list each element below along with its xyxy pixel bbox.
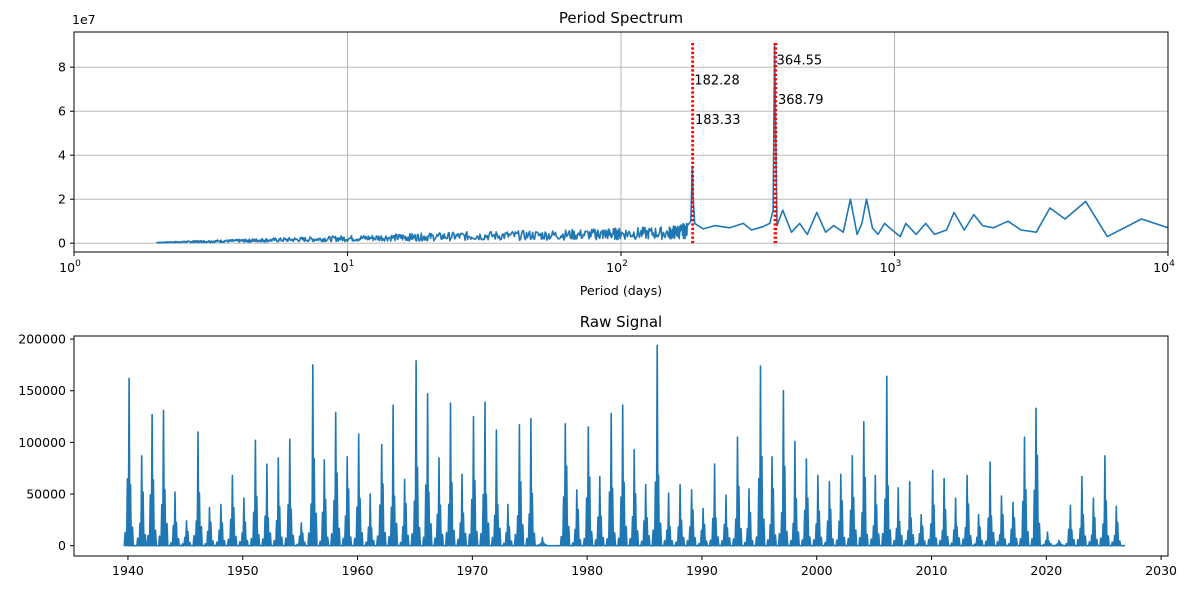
- y-tick-label: 200000: [18, 332, 66, 347]
- spectrum-line: [156, 44, 1169, 244]
- x-tick-label: 1970: [456, 563, 488, 578]
- y-tick-label: 4: [58, 148, 66, 163]
- x-tick-exponent: 0: [75, 259, 81, 269]
- x-tick-base: 10: [606, 260, 622, 275]
- x-tick-label: 100: [59, 259, 81, 275]
- y-tick-label: 50000: [26, 487, 66, 502]
- peak-annotation: 368.79: [778, 93, 824, 108]
- y-tick-label: 0: [58, 538, 66, 553]
- peak-annotation: 364.55: [777, 54, 823, 69]
- chart-title: Raw Signal: [580, 313, 662, 331]
- raw-signal-panel: 1940 1950 1960 1970 1980 1990 2000 2010 2020 2030…: [18, 313, 1177, 578]
- x-tick-label: 101: [333, 259, 355, 275]
- x-tick-label: 102: [606, 259, 628, 275]
- y-tick-label: 2: [58, 192, 66, 207]
- x-tick-label: 2000: [801, 563, 833, 578]
- x-tick-label: 1990: [686, 563, 718, 578]
- y-tick-label: 8: [58, 60, 66, 75]
- x-tick-label: 2010: [916, 563, 948, 578]
- raw-signal-line: [123, 344, 1126, 547]
- x-tick-label: 1980: [571, 563, 603, 578]
- x-axis-label: Period (days): [580, 283, 662, 298]
- x-tick-label: 2020: [1030, 563, 1062, 578]
- x-tick-label: 104: [1153, 259, 1175, 275]
- x-tick-exponent: 1: [349, 259, 355, 269]
- y-tick-label: 100000: [18, 435, 66, 450]
- x-tick-exponent: 4: [1169, 259, 1175, 269]
- y-tick-label: 0: [58, 236, 66, 251]
- peak-annotation: 183.33: [695, 113, 741, 128]
- y-tick-label: 150000: [18, 383, 66, 398]
- x-tick-label: 2030: [1145, 563, 1177, 578]
- x-tick-label: 1940: [112, 563, 144, 578]
- x-tick-exponent: 3: [896, 259, 902, 269]
- x-tick-base: 10: [333, 260, 349, 275]
- x-tick-base: 10: [1153, 260, 1169, 275]
- raw-signal-axes-frame: [73, 335, 1169, 557]
- x-tick-base: 10: [59, 260, 75, 275]
- peak-annotation: 182.28: [694, 73, 740, 88]
- x-tick-label: 1960: [342, 563, 374, 578]
- y-offset-text: 1e7: [72, 12, 96, 27]
- x-tick-exponent: 2: [622, 259, 628, 269]
- x-tick-label: 1950: [227, 563, 259, 578]
- x-tick-base: 10: [880, 260, 896, 275]
- x-tick-label: 103: [880, 259, 902, 275]
- y-tick-label: 6: [58, 104, 66, 119]
- chart-title: Period Spectrum: [559, 9, 683, 27]
